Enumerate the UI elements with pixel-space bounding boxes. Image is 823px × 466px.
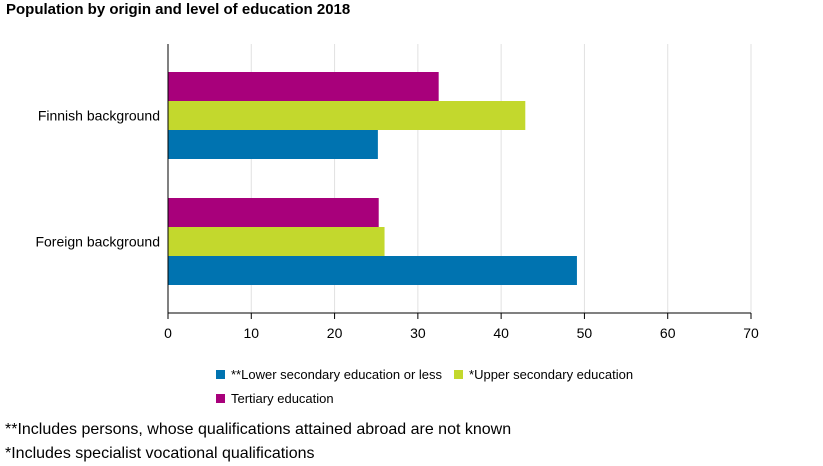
x-tick-label: 50 xyxy=(577,325,593,341)
x-axis-ticks: 0 10 20 30 40 50 60 70 xyxy=(164,313,759,341)
bar-1-1[interactable] xyxy=(168,227,385,256)
legend-swatch-lower-secondary xyxy=(216,369,225,379)
legend-item-tertiary[interactable]: Tertiary education xyxy=(216,391,334,406)
bar-1-0[interactable] xyxy=(168,256,577,285)
legend-swatch-tertiary xyxy=(216,393,225,403)
footnote-1: **Includes persons, whose qualifications… xyxy=(5,421,512,438)
x-tick-label: 70 xyxy=(743,325,759,341)
legend-row-1: **Lower secondary education or less *Upp… xyxy=(216,362,645,386)
x-tick-label: 60 xyxy=(660,325,676,341)
x-tick-label: 20 xyxy=(327,325,343,341)
footnotes: **Includes persons, whose qualifications… xyxy=(5,418,511,466)
bar-0-1[interactable] xyxy=(168,101,526,130)
category-labels: Finnish background Foreign background xyxy=(35,108,160,250)
legend-item-upper-secondary[interactable]: *Upper secondary education xyxy=(454,367,633,382)
x-tick-label: 40 xyxy=(493,325,509,341)
legend: **Lower secondary education or less *Upp… xyxy=(216,362,645,410)
legend-label-tertiary: Tertiary education xyxy=(231,390,334,406)
bars xyxy=(168,72,577,285)
legend-swatch-upper-secondary xyxy=(454,369,464,379)
x-tick-label: 30 xyxy=(410,325,426,341)
chart-title: Population by origin and level of educat… xyxy=(6,1,351,18)
bar-0-0[interactable] xyxy=(168,130,378,159)
bar-chart: 0 10 20 30 40 50 60 70 Finnish background Foreig… xyxy=(35,44,759,341)
legend-row-2: Tertiary education xyxy=(216,386,645,410)
bar-0-2[interactable] xyxy=(168,72,439,101)
footnote-2: *Includes specialist vocational qualific… xyxy=(5,445,315,462)
x-tick-label: 0 xyxy=(164,325,172,341)
x-tick-label: 10 xyxy=(243,325,259,341)
category-label: Foreign background xyxy=(35,234,160,250)
legend-item-lower-secondary[interactable]: **Lower secondary education or less xyxy=(216,367,442,382)
bar-1-2[interactable] xyxy=(168,198,379,227)
legend-label-upper-secondary: *Upper secondary education xyxy=(469,366,634,382)
legend-label-lower-secondary: **Lower secondary education or less xyxy=(231,366,443,382)
category-label: Finnish background xyxy=(38,108,160,124)
